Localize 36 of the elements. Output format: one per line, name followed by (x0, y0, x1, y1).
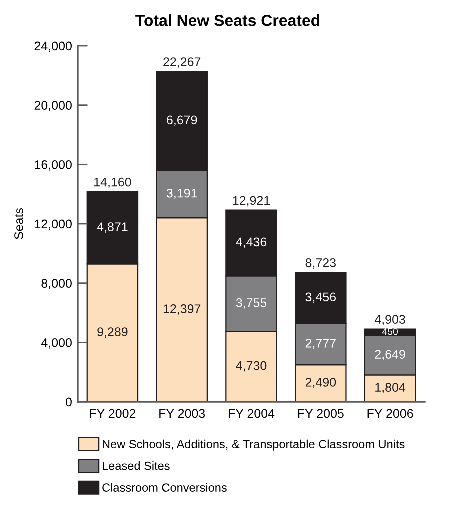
data-label: 4,871 (97, 222, 128, 233)
data-label: 3,456 (306, 292, 336, 304)
total-label: 14,160 (94, 178, 132, 188)
y-tick-label: 20,000 (34, 101, 72, 112)
data-label: 2,777 (306, 338, 336, 350)
legend-label: Classroom Conversions (102, 483, 227, 492)
x-tick-label: FY 2003 (160, 409, 206, 418)
total-label: 8,723 (306, 258, 336, 269)
data-label: 4,730 (236, 361, 267, 372)
y-tick-label: 16,000 (35, 160, 72, 171)
data-label: 3,755 (236, 298, 267, 309)
legend-label: New Schools, Additions, & Transportable Classroom Units (102, 440, 405, 451)
x-tick-label: FY 2005 (298, 409, 344, 418)
y-tick-label: 24,000 (34, 42, 72, 52)
data-label: 9,289 (98, 328, 128, 338)
legend-label: Leased Sites (102, 462, 170, 470)
data-label: 2,649 (375, 350, 406, 360)
chart-title: Total New Seats Created (136, 14, 320, 26)
y-tick-label: 12,000 (35, 220, 72, 230)
x-tick-label: FY 2002 (90, 409, 136, 418)
total-label: 4,903 (374, 315, 406, 326)
x-tick-label: FY 2004 (229, 409, 275, 418)
data-label: 450 (382, 328, 398, 336)
data-label: 6,679 (167, 116, 198, 126)
data-label: 12,397 (164, 304, 201, 315)
y-tick-label: 8,000 (42, 279, 72, 290)
data-label: 1,804 (376, 383, 406, 394)
y-tick-label: 4,000 (41, 338, 72, 349)
data-label: 4,436 (236, 238, 267, 248)
data-label: 2,490 (306, 378, 336, 388)
total-label: 22,267 (164, 58, 201, 68)
y-axis-title: Seats (14, 208, 24, 240)
total-label: 12,921 (233, 196, 270, 207)
y-tick-label: 0 (66, 398, 72, 407)
data-label: 3,191 (166, 188, 198, 200)
x-tick-label: FY 2006 (368, 409, 414, 418)
